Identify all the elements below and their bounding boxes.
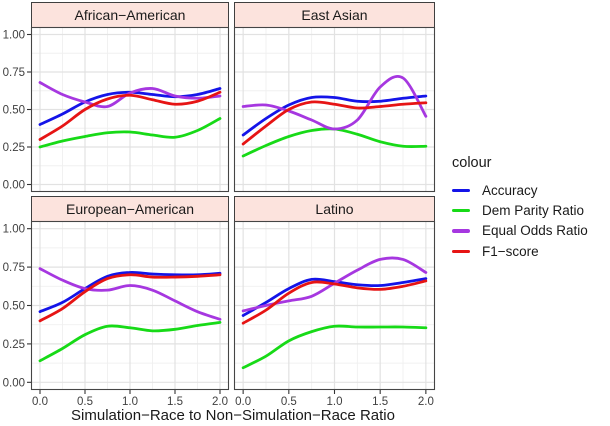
facet-title: Latino (315, 201, 354, 217)
facet-strip-east-asian: East Asian (234, 2, 435, 27)
facet-title: European−American (65, 201, 195, 217)
svg-text:1.0: 1.0 (327, 396, 343, 408)
svg-text:0.5: 0.5 (77, 396, 93, 408)
svg-text:0.50: 0.50 (3, 105, 25, 117)
facet-panel-european-american (30, 220, 230, 391)
facet-title: East Asian (301, 7, 368, 23)
svg-text:2.0: 2.0 (418, 396, 434, 408)
svg-text:0.25: 0.25 (3, 339, 25, 351)
svg-text:1.5: 1.5 (372, 396, 388, 408)
f1-score-line-icon (452, 249, 470, 254)
y-axis-bottom-row: 1.00 0.75 0.50 0.25 0.00 (3, 224, 31, 389)
svg-text:1.0: 1.0 (122, 396, 138, 408)
legend-item-equal-odds-ratio: Equal Odds Ratio (452, 221, 588, 241)
facet-panel-african-american (30, 26, 230, 193)
legend-title: colour (452, 155, 492, 171)
x-axis-title: Simulation−Race to Non−Simulation−Race R… (71, 407, 395, 424)
equal-odds-line-icon (452, 229, 470, 233)
svg-text:1.00: 1.00 (3, 224, 25, 236)
facet-strip-european-american: European−American (31, 196, 229, 221)
svg-text:0.75: 0.75 (3, 67, 25, 79)
legend-label: Accuracy (482, 182, 538, 198)
legend: colour Accuracy Dem Parity Ratio Equal O… (452, 155, 588, 262)
facet-strip-african-american: African−American (31, 2, 229, 27)
legend-item-dem-parity-ratio: Dem Parity Ratio (452, 200, 588, 220)
svg-text:0.25: 0.25 (3, 142, 25, 154)
x-axis-left-panel: 0.0 0.5 1.0 1.5 2.0 (32, 390, 228, 408)
facet-strip-latino: Latino (234, 196, 435, 221)
svg-text:0.0: 0.0 (32, 396, 48, 408)
svg-text:0.50: 0.50 (3, 301, 25, 313)
legend-label: Dem Parity Ratio (482, 203, 585, 219)
svg-text:0.00: 0.00 (3, 377, 25, 389)
legend-item-f1-score: F1−score (452, 241, 588, 261)
svg-text:0.75: 0.75 (3, 262, 25, 274)
svg-text:1.00: 1.00 (3, 30, 25, 42)
facet-panel-east-asian (233, 26, 436, 193)
svg-text:0.00: 0.00 (3, 180, 25, 192)
svg-text:0.0: 0.0 (235, 396, 251, 408)
facet-panel-latino (233, 220, 436, 391)
accuracy-line-icon (452, 188, 470, 192)
facet-title: African−American (74, 7, 186, 23)
plot-grid: African−American East Asian 1.00 0.75 0.50… (0, 2, 436, 426)
legend-item-accuracy: Accuracy (452, 180, 588, 200)
y-axis-top-row: 1.00 0.75 0.50 0.25 0.00 (3, 30, 31, 192)
svg-text:0.5: 0.5 (281, 396, 297, 408)
svg-text:1.5: 1.5 (167, 396, 183, 408)
legend-label: Equal Odds Ratio (482, 223, 588, 239)
dem-parity-line-icon (452, 208, 470, 213)
legend-label: F1−score (482, 243, 539, 259)
svg-text:2.0: 2.0 (212, 396, 228, 408)
x-axis-right-panel: 0.0 0.5 1.0 1.5 2.0 (235, 390, 434, 408)
